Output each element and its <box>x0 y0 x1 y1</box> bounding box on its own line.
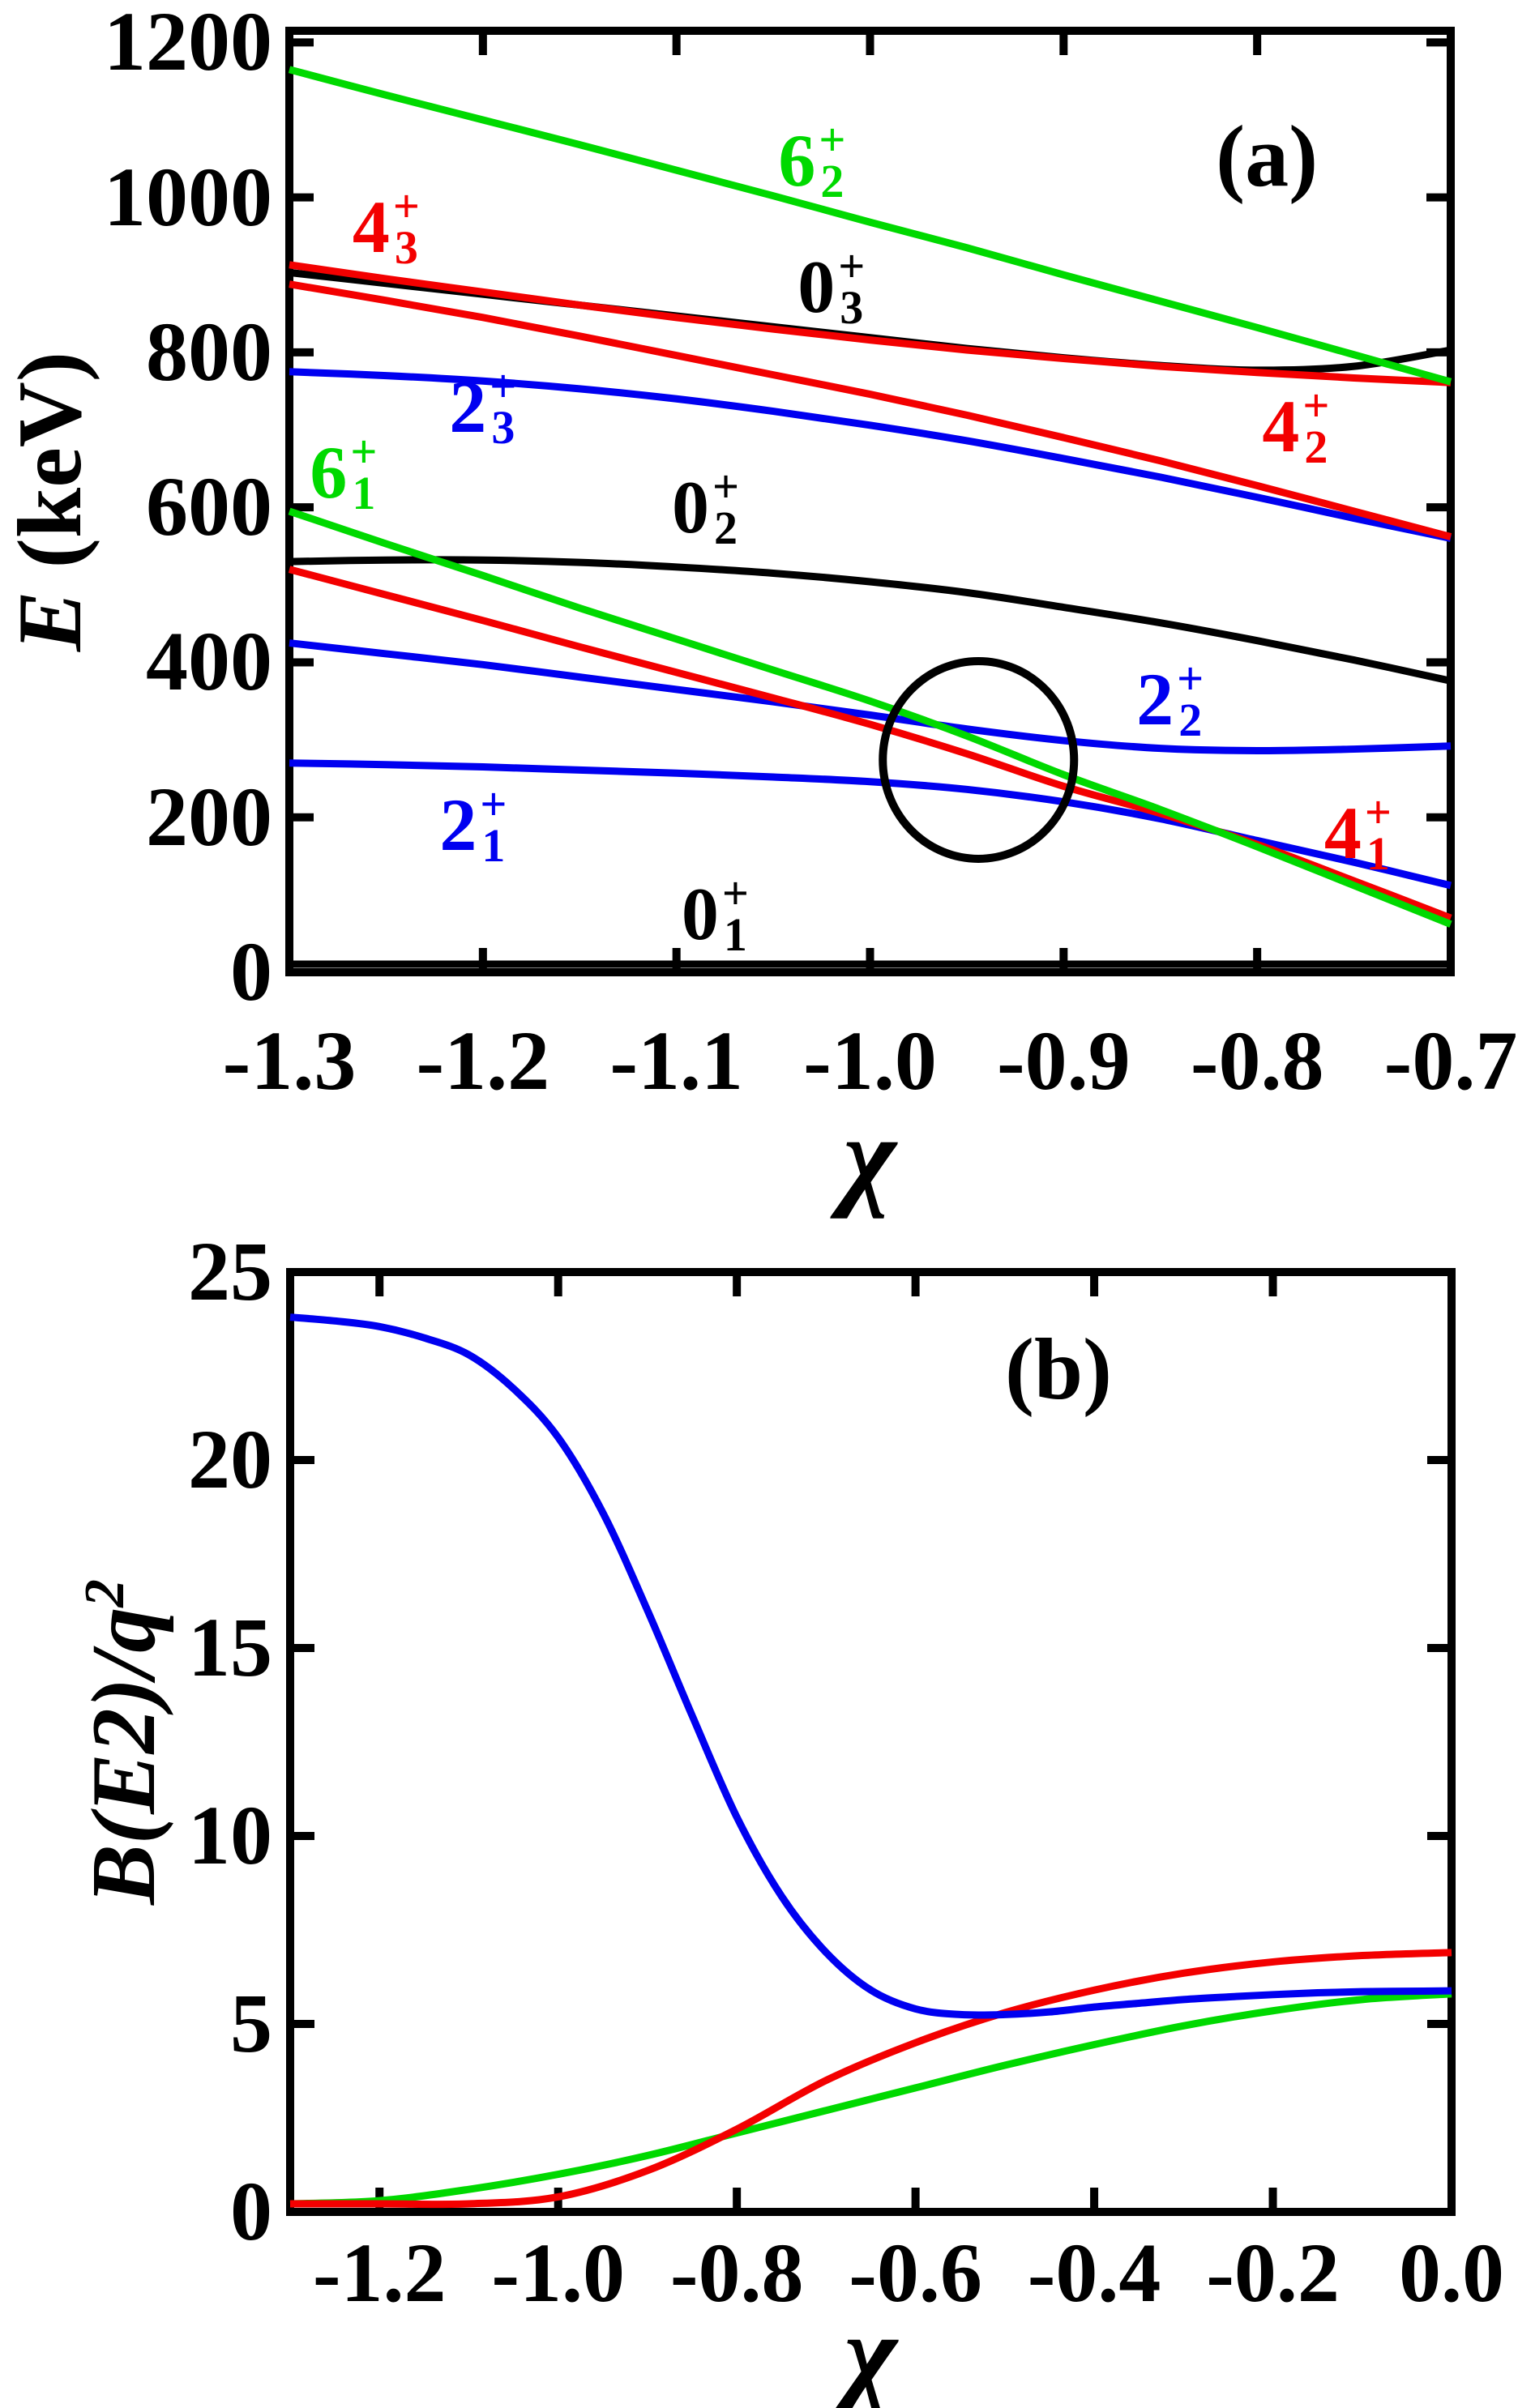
crossing-circle-annotation <box>879 656 1079 863</box>
curve-4_1+-panel-a <box>288 566 1452 922</box>
curve-4_2+-panel-a <box>289 280 1452 540</box>
curve-green-curve-panel-b <box>289 1990 1452 2208</box>
curve-6_1+-panel-a <box>288 507 1452 928</box>
curve-6_2+-panel-a <box>288 66 1452 386</box>
curve-red-curve-panel-b <box>290 1949 1452 2209</box>
curve-blue-curve-panel-b <box>289 1313 1452 2019</box>
axis-box-b <box>286 1268 1456 2216</box>
curve-0_2+-panel-a <box>289 556 1452 685</box>
curve-2_2+-panel-a <box>289 639 1452 754</box>
curve-4_3+-panel-a <box>289 261 1452 386</box>
curve-2_3+-panel-a <box>289 368 1452 542</box>
curve-2_1+-panel-a <box>289 759 1452 890</box>
